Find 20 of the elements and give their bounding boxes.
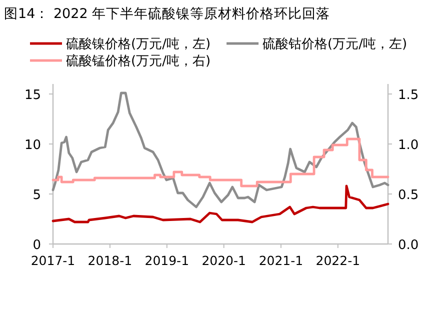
y2-tick-label: 0.5 [398,188,419,203]
y-tick-label: 10 [24,138,41,153]
legend-label: 硫酸钴价格(万元/吨，左) [262,37,408,52]
chart-title: 图14： 2022 年下半年硫酸镍等原材料价格环比回落 [4,6,330,22]
y2-tick-label: 1.0 [398,138,419,153]
x-tick-label: 2019-1 [144,253,190,268]
x-tick-label: 2022-1 [316,253,360,268]
x-tick-label: 2018-1 [88,253,132,268]
line-series [52,184,390,224]
x-tick-label: 2020-1 [202,253,246,268]
x-tick-label: 2021-1 [258,253,304,268]
y-tick-label: 15 [24,88,41,103]
y-tick-label: 0 [32,238,41,253]
legend-label: 硫酸锰价格(万元/吨，右) [66,54,211,69]
x-tick-label: 2017-1 [30,253,76,268]
legend-label: 硫酸镍价格(万元/吨，左) [66,37,211,52]
line-series [52,92,390,208]
y2-tick-label: 1.5 [398,88,419,103]
y2-tick-label: 0.0 [398,238,419,253]
y-tick-label: 5 [32,188,41,203]
